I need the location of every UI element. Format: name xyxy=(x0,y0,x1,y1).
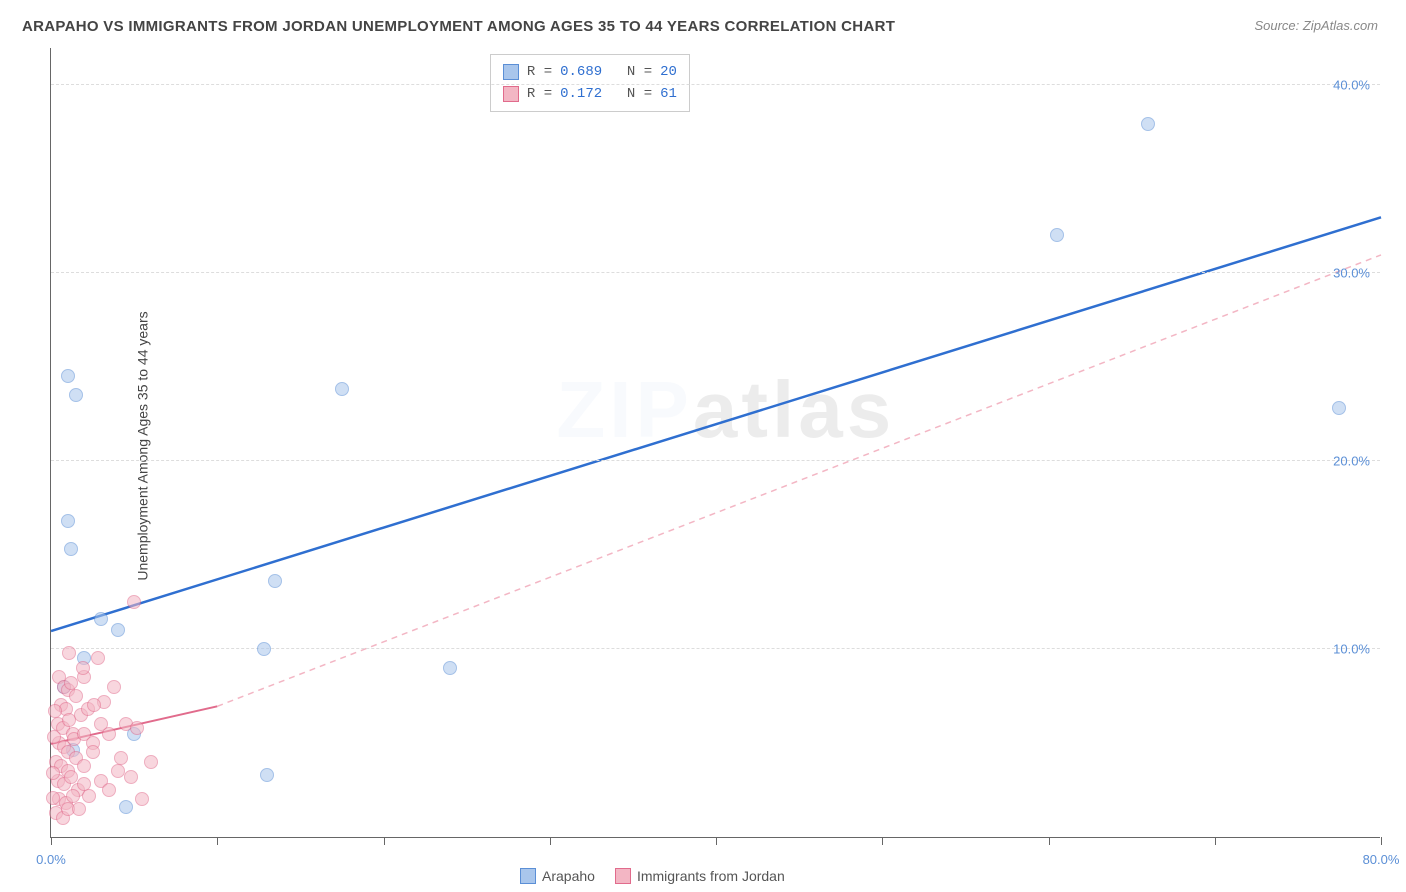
scatter-point xyxy=(268,574,282,588)
trend-lines xyxy=(51,48,1381,838)
x-tick-label: 80.0% xyxy=(1363,852,1400,867)
scatter-point xyxy=(111,764,125,778)
scatter-point xyxy=(443,661,457,675)
scatter-point xyxy=(46,791,60,805)
source-attribution: Source: ZipAtlas.com xyxy=(1254,18,1378,33)
series-legend-label: Arapaho xyxy=(542,868,595,884)
scatter-point xyxy=(64,542,78,556)
x-tick xyxy=(1049,837,1050,845)
scatter-point xyxy=(66,789,80,803)
scatter-point xyxy=(119,800,133,814)
legend-swatch xyxy=(503,86,519,102)
legend-swatch xyxy=(615,868,631,884)
x-tick-label: 0.0% xyxy=(36,852,66,867)
scatter-point xyxy=(130,721,144,735)
chart-title: ARAPAHO VS IMMIGRANTS FROM JORDAN UNEMPL… xyxy=(22,18,895,35)
scatter-point xyxy=(127,595,141,609)
scatter-point xyxy=(257,642,271,656)
scatter-point xyxy=(61,369,75,383)
scatter-point xyxy=(62,646,76,660)
scatter-point xyxy=(144,755,158,769)
x-tick xyxy=(51,837,52,845)
trend-line-extension xyxy=(217,255,1381,706)
scatter-point xyxy=(1050,228,1064,242)
legend-swatch xyxy=(503,64,519,80)
gridline xyxy=(51,648,1380,649)
scatter-point xyxy=(64,770,78,784)
legend-swatch xyxy=(520,868,536,884)
y-tick-label: 10.0% xyxy=(1333,641,1370,656)
scatter-point xyxy=(1332,401,1346,415)
gridline xyxy=(51,272,1380,273)
scatter-point xyxy=(82,789,96,803)
scatter-point xyxy=(86,745,100,759)
gridline xyxy=(51,460,1380,461)
stat-legend-row: R = 0.689 N = 20 xyxy=(503,61,677,83)
x-tick xyxy=(217,837,218,845)
x-tick xyxy=(1381,837,1382,845)
series-legend-item: Immigrants from Jordan xyxy=(615,868,785,884)
scatter-point xyxy=(102,783,116,797)
gridline xyxy=(51,84,1380,85)
scatter-point xyxy=(69,689,83,703)
y-tick-label: 30.0% xyxy=(1333,265,1370,280)
x-tick xyxy=(1215,837,1216,845)
scatter-point xyxy=(47,730,61,744)
scatter-point xyxy=(76,661,90,675)
series-legend-label: Immigrants from Jordan xyxy=(637,868,785,884)
scatter-point xyxy=(87,698,101,712)
scatter-point xyxy=(135,792,149,806)
y-tick-label: 20.0% xyxy=(1333,453,1370,468)
scatter-point xyxy=(61,514,75,528)
x-tick xyxy=(550,837,551,845)
scatter-point xyxy=(94,612,108,626)
scatter-point xyxy=(48,704,62,718)
scatter-point xyxy=(91,651,105,665)
scatter-point xyxy=(77,759,91,773)
x-tick xyxy=(882,837,883,845)
scatter-point xyxy=(46,766,60,780)
series-legend-item: Arapaho xyxy=(520,868,595,884)
scatter-point xyxy=(107,680,121,694)
series-legend: Arapaho Immigrants from Jordan xyxy=(520,868,785,884)
stat-legend-row: R = 0.172 N = 61 xyxy=(503,83,677,105)
scatter-point xyxy=(69,388,83,402)
scatter-point xyxy=(124,770,138,784)
x-tick xyxy=(716,837,717,845)
scatter-point xyxy=(1141,117,1155,131)
scatter-point xyxy=(102,727,116,741)
scatter-point xyxy=(64,676,78,690)
scatter-point xyxy=(114,751,128,765)
plot-area: ZIPatlas R = 0.689 N = 20R = 0.172 N = 6… xyxy=(50,48,1380,838)
scatter-point xyxy=(111,623,125,637)
trend-line xyxy=(51,217,1381,631)
scatter-point xyxy=(72,802,86,816)
y-tick-label: 40.0% xyxy=(1333,77,1370,92)
x-tick xyxy=(384,837,385,845)
scatter-point xyxy=(335,382,349,396)
scatter-point xyxy=(260,768,274,782)
